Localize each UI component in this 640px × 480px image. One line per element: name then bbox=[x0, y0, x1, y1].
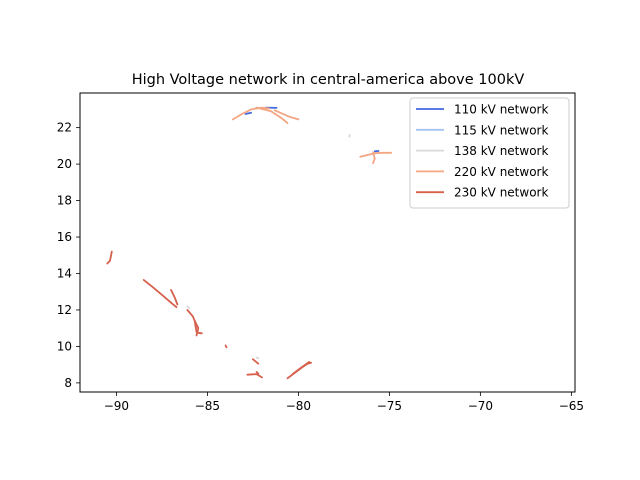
legend: 110 kV network 115 kV network 138 kV netwo… bbox=[409, 97, 570, 209]
series-2-line-1 bbox=[186, 305, 191, 310]
series-3-line-4 bbox=[372, 151, 376, 165]
legend-box bbox=[409, 97, 570, 209]
series-4-line-2 bbox=[170, 288, 179, 306]
series-4-line-0 bbox=[106, 250, 113, 265]
series-4-line-8 bbox=[246, 373, 263, 379]
x-axis: −90 −85 −80 −75 −70 −65 bbox=[104, 392, 584, 413]
x-tick-label: −80 bbox=[286, 399, 311, 413]
chart-title: High Voltage network in central-america … bbox=[132, 72, 525, 88]
series-3-line-3 bbox=[359, 151, 393, 158]
series-4-line-5 bbox=[196, 331, 203, 335]
y-tick-label: 20 bbox=[57, 157, 72, 171]
series-3-line-0 bbox=[231, 106, 271, 121]
plot-lines bbox=[106, 106, 393, 380]
series-4-line-7 bbox=[251, 358, 260, 365]
x-tick-label: −65 bbox=[559, 399, 584, 413]
series-3-line-2 bbox=[273, 109, 300, 121]
series-2-line-2 bbox=[255, 356, 260, 360]
series-4-line-6 bbox=[224, 344, 228, 349]
x-tick-label: −90 bbox=[104, 399, 129, 413]
legend-label: 138 kV network bbox=[454, 144, 548, 158]
legend-label: 110 kV network bbox=[454, 103, 548, 117]
axes-frame bbox=[79, 92, 576, 393]
series-4-line-9 bbox=[255, 370, 260, 375]
y-tick-label: 16 bbox=[57, 230, 72, 244]
legend-label: 220 kV network bbox=[454, 165, 548, 179]
x-tick-label: −75 bbox=[377, 399, 402, 413]
legend-label: 230 kV network bbox=[454, 186, 548, 200]
series-4-line-11 bbox=[291, 360, 311, 375]
y-tick-label: 10 bbox=[57, 339, 72, 353]
y-axis: 8 10 12 14 16 18 20 22 bbox=[57, 121, 80, 390]
y-tick-label: 14 bbox=[57, 266, 72, 280]
series-3-line-1 bbox=[255, 106, 289, 124]
y-tick-label: 8 bbox=[64, 376, 72, 390]
series-4-line-4 bbox=[193, 319, 198, 333]
series-0-line-0 bbox=[244, 111, 253, 115]
x-tick-label: −85 bbox=[195, 399, 220, 413]
legend-label: 115 kV network bbox=[454, 123, 548, 137]
x-tick-label: −70 bbox=[468, 399, 493, 413]
series-4-line-1 bbox=[142, 278, 178, 309]
y-tick-label: 12 bbox=[57, 303, 72, 317]
y-tick-label: 18 bbox=[57, 194, 72, 208]
y-tick-label: 22 bbox=[57, 121, 72, 135]
